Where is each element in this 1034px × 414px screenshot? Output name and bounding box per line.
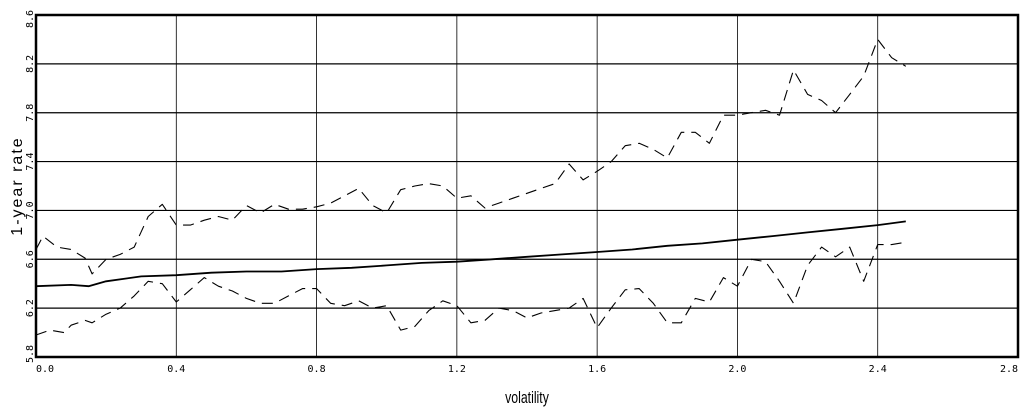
y-axis-title: 1-year rate	[9, 136, 26, 235]
y-tick-label: 6.2	[25, 299, 36, 317]
x-tick-label: 0.4	[167, 364, 185, 375]
x-tick-label: 1.6	[588, 364, 606, 375]
x-axis-title: volatility	[505, 389, 549, 407]
tick-labels: 0.0 0.4 0.8 1.2 1.6 2.0 2.4 2.8 5.8 6.2 6.6 7.0 7.4 7…	[25, 10, 1018, 375]
series-line-band	[35, 38, 907, 275]
series-lines	[35, 38, 907, 336]
grid-lines	[36, 15, 1018, 357]
y-tick-label: 7.8	[25, 104, 36, 122]
x-tick-label: 0.0	[36, 364, 54, 375]
y-tick-label: 6.6	[25, 250, 36, 268]
y-tick-label: 7.0	[25, 201, 36, 219]
y-tick-label: 8.2	[25, 55, 36, 73]
series-line-mean	[35, 220, 906, 288]
y-tick-label: 7.4	[25, 153, 36, 171]
plot-frame	[34, 13, 1020, 359]
series-line-band	[35, 241, 906, 336]
x-tick-label: 2.4	[869, 364, 887, 375]
x-tick-label: 0.8	[308, 364, 326, 375]
x-tick-label: 1.2	[448, 364, 466, 375]
y-tick-label: 8.6	[25, 10, 36, 28]
x-tick-label: 2.0	[728, 364, 746, 375]
y-tick-label: 5.8	[25, 345, 36, 363]
x-tick-label: 2.8	[1000, 364, 1018, 375]
